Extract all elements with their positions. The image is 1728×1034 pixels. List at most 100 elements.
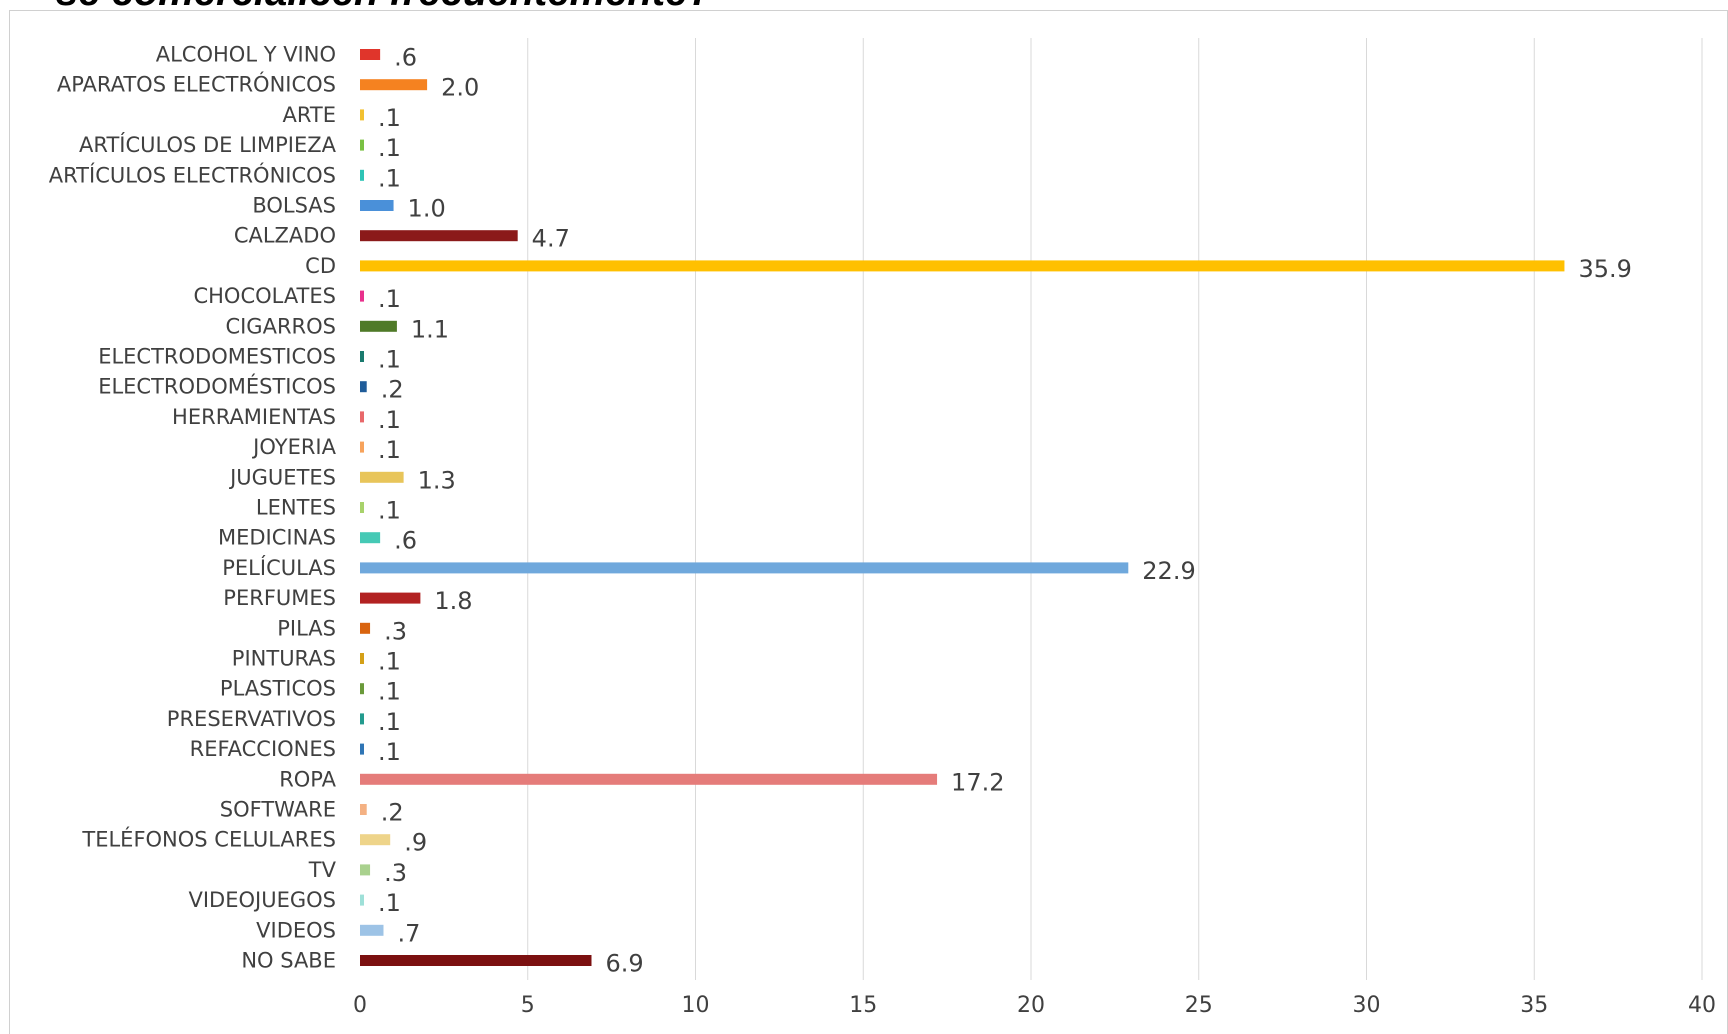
- bar-alcohol-y-vino: [360, 49, 381, 60]
- data-label: .1: [378, 678, 401, 706]
- bar-electrodomesticos: [360, 381, 367, 393]
- x-tick-label: 40: [1688, 993, 1716, 1018]
- category-label: TV: [308, 858, 337, 882]
- bar-tv: [360, 864, 371, 876]
- x-axis-ticks: 0 5 10 15 20 25 30 35 40: [353, 993, 1716, 1018]
- bar-no-sabe: [360, 955, 592, 966]
- category-label: APARATOS ELECTRÓNICOS: [57, 72, 336, 97]
- category-label: JOYERIA: [251, 435, 336, 459]
- category-label: MEDICINAS: [218, 526, 336, 550]
- category-label: PELÍCULAS: [222, 555, 336, 580]
- bar-electrodomesticos: [360, 351, 364, 362]
- data-label: .3: [384, 617, 407, 645]
- category-label: ARTE: [282, 103, 336, 127]
- bars: [360, 49, 1565, 966]
- x-tick-label: 0: [353, 993, 367, 1018]
- bar-joyeria: [360, 441, 364, 453]
- data-label: .1: [378, 889, 401, 917]
- data-label: .2: [381, 376, 404, 404]
- data-label: .1: [378, 104, 401, 132]
- bar-juguetes: [360, 471, 404, 483]
- bar-refacciones: [360, 743, 364, 755]
- data-label: 17.2: [951, 768, 1004, 796]
- data-label: .1: [378, 285, 401, 313]
- bar-articulos-electronicos: [360, 169, 364, 181]
- category-label: REFACCIONES: [190, 737, 336, 761]
- bar-medicinas: [360, 532, 381, 544]
- category-label: ARTÍCULOS DE LIMPIEZA: [79, 132, 337, 157]
- category-label: CD: [305, 254, 336, 278]
- data-label: .1: [378, 708, 401, 736]
- x-tick-label: 5: [521, 993, 535, 1018]
- data-label: .7: [397, 919, 420, 947]
- data-label: .6: [394, 527, 417, 555]
- bar-arte: [360, 109, 364, 121]
- category-label: JUGUETES: [228, 465, 336, 489]
- bar-peliculas: [360, 562, 1129, 574]
- data-label: .1: [378, 164, 401, 192]
- bar-videos: [360, 924, 384, 936]
- data-label: 6.9: [605, 950, 643, 978]
- data-label: .2: [381, 799, 404, 827]
- bar-software: [360, 804, 367, 815]
- gridlines: [527, 38, 1703, 980]
- x-tick-label: 10: [682, 993, 710, 1018]
- category-label: LENTES: [256, 496, 336, 520]
- category-label: ELECTRODOMÉSTICOS: [98, 374, 336, 399]
- x-tick-label: 35: [1520, 993, 1548, 1018]
- bar-lentes: [360, 502, 364, 513]
- value-labels: .62.0.1.1.11.04.735.9.11.1.1.2.1.11.3.1.…: [378, 44, 1632, 978]
- data-label: .1: [378, 134, 401, 162]
- bar-chocolates: [360, 290, 364, 302]
- data-label: .1: [378, 346, 401, 374]
- data-label: .1: [378, 497, 401, 525]
- category-label: TELÉFONOS CELULARES: [81, 827, 336, 852]
- bar-pilas: [360, 622, 371, 634]
- bar-telefonos-celulares: [360, 834, 391, 846]
- category-label: ROPA: [279, 767, 336, 791]
- data-label: 1.8: [434, 587, 472, 615]
- data-label: .3: [384, 859, 407, 887]
- data-label: .1: [378, 406, 401, 434]
- bar-aparatos-electronicos: [360, 79, 428, 91]
- x-tick-label: 15: [849, 993, 877, 1018]
- bar-bolsas: [360, 200, 394, 211]
- category-label: PINTURAS: [232, 647, 336, 671]
- category-label: ARTÍCULOS ELECTRÓNICOS: [49, 162, 336, 187]
- category-label: ELECTRODOMESTICOS: [98, 345, 336, 369]
- bar-ropa: [360, 773, 938, 785]
- category-label: VIDEOJUEGOS: [189, 888, 337, 912]
- category-label: CALZADO: [234, 224, 336, 248]
- data-label: .9: [404, 829, 427, 857]
- category-label: CHOCOLATES: [193, 284, 336, 308]
- bar-herramientas: [360, 411, 364, 423]
- bar-cigarros: [360, 320, 397, 332]
- data-label: .1: [378, 738, 401, 766]
- data-label: .1: [378, 436, 401, 464]
- data-label: 4.7: [532, 225, 570, 253]
- category-label: NO SABE: [241, 949, 336, 973]
- category-label: HERRAMIENTAS: [172, 405, 336, 429]
- bar-pinturas: [360, 653, 364, 664]
- category-labels: ALCOHOL Y VINO APARATOS ELECTRÓNICOS ARTE A…: [49, 43, 337, 973]
- category-label: ALCOHOL Y VINO: [156, 43, 336, 67]
- bar-videojuegos: [360, 894, 364, 906]
- x-tick-label: 20: [1017, 993, 1045, 1018]
- bar-plasticos: [360, 683, 364, 695]
- category-label: PILAS: [277, 616, 336, 640]
- bar-cd: [360, 260, 1565, 272]
- category-label: PERFUMES: [223, 586, 336, 610]
- category-label: VIDEOS: [256, 918, 336, 942]
- data-label: 1.1: [411, 315, 449, 343]
- category-label: SOFTWARE: [220, 798, 336, 822]
- category-label: PRESERVATIVOS: [167, 707, 336, 731]
- data-label: .1: [378, 648, 401, 676]
- x-tick-label: 30: [1353, 993, 1381, 1018]
- category-label: PLASTICOS: [220, 677, 336, 701]
- data-label: 22.9: [1142, 557, 1195, 585]
- data-label: .6: [394, 44, 417, 72]
- data-label: 1.3: [418, 466, 456, 494]
- bar-perfumes: [360, 592, 421, 604]
- data-label: 1.0: [408, 195, 446, 223]
- bar-preservativos: [360, 713, 364, 725]
